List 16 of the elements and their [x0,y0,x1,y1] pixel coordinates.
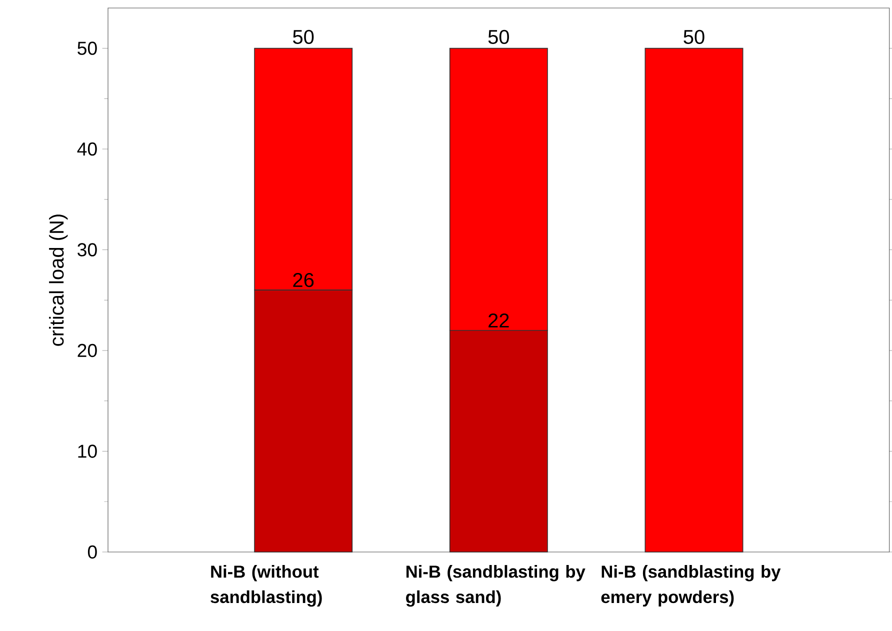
y-axis-title: critical load (N) [49,214,68,346]
y-tick-label: 40 [77,142,97,156]
total-label: 50 [488,30,509,44]
data-label: 26 [293,273,314,288]
y-tick-label: 20 [78,344,97,358]
y-tick-label: 10 [78,444,97,458]
y-tick-label: 50 [78,42,97,56]
total-label: 50 [684,30,704,44]
y-tick-label: 30 [78,243,97,257]
x-tick-label: Ni-B (sandblasting by emery powders) [601,565,781,607]
bar [644,48,744,553]
x-tick-label: Ni-B (sandblasting by glass sand) [406,565,586,607]
total-label: 50 [293,30,314,44]
x-tick-label: Ni-B (without sandblasting) [210,565,322,607]
y-tick-label: 0 [88,546,97,559]
data-label: 22 [488,314,509,328]
